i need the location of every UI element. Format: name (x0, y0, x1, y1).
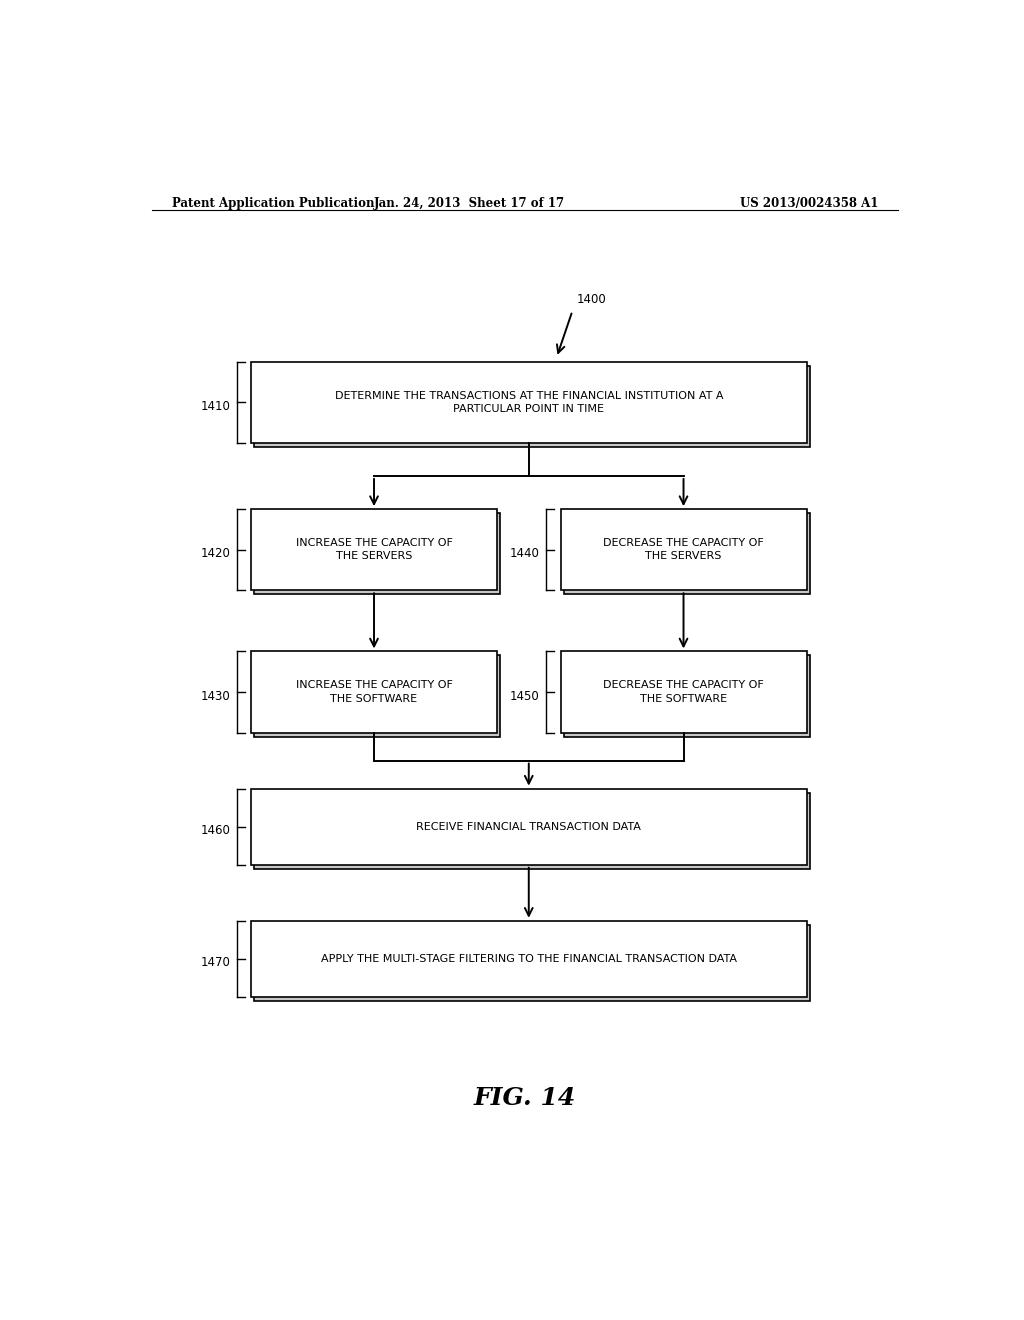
Bar (560, 510, 807, 590)
Text: Jan. 24, 2013  Sheet 17 of 17: Jan. 24, 2013 Sheet 17 of 17 (374, 197, 565, 210)
Bar (560, 651, 807, 733)
Text: RECEIVE FINANCIAL TRANSACTION DATA: RECEIVE FINANCIAL TRANSACTION DATA (417, 821, 641, 832)
Text: 1430: 1430 (201, 689, 230, 702)
Text: 1410: 1410 (201, 400, 230, 413)
Bar (251, 921, 807, 997)
Bar (251, 651, 497, 733)
Text: 1450: 1450 (510, 689, 540, 702)
Bar (254, 366, 810, 447)
Text: INCREASE THE CAPACITY OF
THE SERVERS: INCREASE THE CAPACITY OF THE SERVERS (296, 539, 453, 561)
Text: DETERMINE THE TRANSACTIONS AT THE FINANCIAL INSTITUTION AT A
PARTICULAR POINT IN: DETERMINE THE TRANSACTIONS AT THE FINANC… (335, 391, 723, 414)
Bar (251, 788, 807, 865)
Text: 1470: 1470 (201, 956, 230, 969)
Text: DECREASE THE CAPACITY OF
THE SOFTWARE: DECREASE THE CAPACITY OF THE SOFTWARE (603, 680, 764, 704)
Text: 1440: 1440 (510, 548, 540, 560)
Bar (563, 656, 810, 737)
Bar (254, 513, 500, 594)
Bar (251, 362, 807, 444)
Text: 1460: 1460 (201, 824, 230, 837)
Text: INCREASE THE CAPACITY OF
THE SOFTWARE: INCREASE THE CAPACITY OF THE SOFTWARE (296, 680, 453, 704)
Text: DECREASE THE CAPACITY OF
THE SERVERS: DECREASE THE CAPACITY OF THE SERVERS (603, 539, 764, 561)
Text: Patent Application Publication: Patent Application Publication (172, 197, 374, 210)
Text: APPLY THE MULTI-STAGE FILTERING TO THE FINANCIAL TRANSACTION DATA: APPLY THE MULTI-STAGE FILTERING TO THE F… (321, 954, 737, 964)
Bar (251, 510, 497, 590)
Text: FIG. 14: FIG. 14 (474, 1085, 575, 1110)
Bar (254, 792, 810, 869)
Text: 1400: 1400 (577, 293, 606, 306)
Bar (254, 925, 810, 1001)
Text: US 2013/0024358 A1: US 2013/0024358 A1 (739, 197, 878, 210)
Bar (254, 656, 500, 737)
Bar (563, 513, 810, 594)
Text: 1420: 1420 (201, 548, 230, 560)
